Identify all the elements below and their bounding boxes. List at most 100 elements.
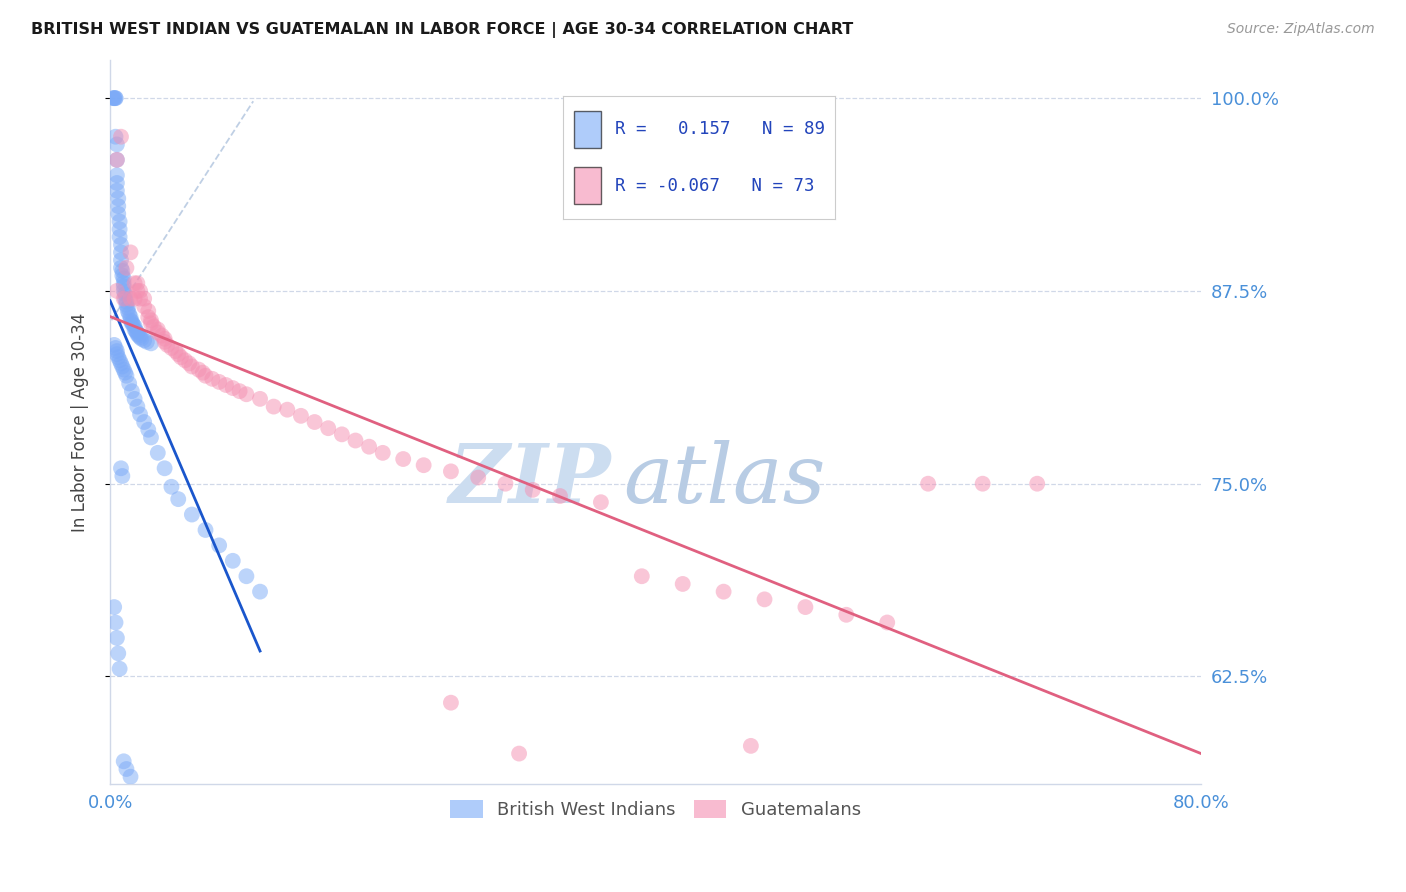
Point: [110, 461, 132, 475]
Point: [110, 129, 132, 144]
Point: [129, 407, 152, 421]
Point: [589, 495, 612, 509]
Point: [112, 284, 135, 298]
Point: [180, 359, 202, 374]
Point: [124, 322, 146, 336]
Point: [127, 400, 149, 414]
Point: [104, 615, 127, 630]
Point: [276, 402, 298, 417]
Point: [115, 294, 138, 309]
Point: [131, 332, 153, 346]
Point: [972, 476, 994, 491]
Point: [134, 333, 156, 347]
Point: [112, 362, 135, 376]
Point: [754, 592, 776, 607]
Point: [128, 328, 150, 343]
Point: [134, 292, 156, 306]
Point: [153, 461, 176, 475]
Point: [330, 427, 353, 442]
Point: [170, 350, 193, 364]
Point: [129, 330, 152, 344]
Point: [112, 279, 135, 293]
Point: [139, 313, 162, 327]
Point: [105, 168, 128, 182]
Point: [105, 284, 128, 298]
Point: [153, 332, 176, 346]
Point: [208, 375, 231, 389]
Point: [304, 415, 326, 429]
Point: [107, 199, 129, 213]
Point: [112, 271, 135, 285]
Point: [110, 253, 132, 268]
Point: [117, 301, 139, 315]
Point: [115, 260, 138, 275]
Point: [136, 423, 159, 437]
Point: [101, 91, 124, 105]
Point: [122, 318, 145, 332]
Point: [134, 299, 156, 313]
Point: [371, 446, 394, 460]
Point: [522, 483, 544, 497]
Point: [105, 344, 128, 359]
Point: [105, 176, 128, 190]
Point: [167, 492, 190, 507]
Point: [139, 430, 162, 444]
Point: [344, 434, 367, 448]
Point: [136, 304, 159, 318]
Point: [107, 350, 129, 364]
Point: [208, 538, 231, 552]
Point: [114, 292, 136, 306]
Point: [107, 646, 129, 660]
Point: [110, 260, 132, 275]
Point: [120, 313, 142, 327]
Point: [222, 554, 245, 568]
Point: [105, 137, 128, 152]
Point: [105, 631, 128, 645]
Point: [115, 368, 138, 383]
Text: Source: ZipAtlas.com: Source: ZipAtlas.com: [1227, 22, 1375, 37]
Point: [111, 359, 134, 374]
Point: [630, 569, 652, 583]
Point: [467, 470, 489, 484]
Point: [110, 237, 132, 252]
Point: [672, 577, 695, 591]
Point: [115, 298, 138, 312]
Point: [495, 476, 517, 491]
Point: [110, 356, 132, 370]
Point: [108, 662, 131, 676]
Point: [120, 310, 142, 325]
Point: [118, 376, 141, 391]
Point: [794, 600, 817, 615]
Point: [167, 347, 190, 361]
Point: [125, 324, 148, 338]
Point: [105, 184, 128, 198]
Point: [110, 245, 132, 260]
Point: [249, 584, 271, 599]
Point: [104, 91, 127, 105]
Point: [129, 292, 152, 306]
Point: [114, 366, 136, 380]
Point: [107, 207, 129, 221]
Point: [136, 310, 159, 325]
Point: [174, 353, 197, 368]
Point: [508, 747, 530, 761]
Point: [118, 307, 141, 321]
Point: [215, 378, 238, 392]
Point: [359, 440, 381, 454]
Point: [150, 328, 173, 343]
Point: [108, 222, 131, 236]
Point: [249, 392, 271, 406]
Point: [180, 508, 202, 522]
Point: [139, 316, 162, 330]
Point: [121, 316, 143, 330]
Point: [142, 319, 165, 334]
Point: [120, 770, 142, 784]
Point: [115, 762, 138, 776]
Point: [235, 569, 257, 583]
Point: [316, 421, 339, 435]
Point: [104, 91, 127, 105]
Point: [740, 739, 762, 753]
Point: [263, 400, 285, 414]
Point: [228, 384, 250, 399]
Point: [290, 409, 312, 423]
